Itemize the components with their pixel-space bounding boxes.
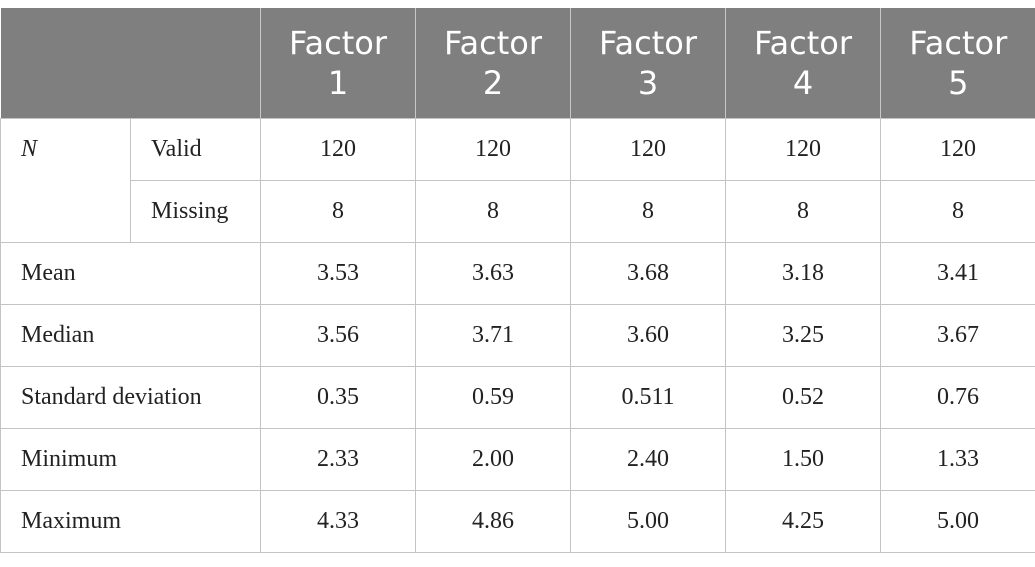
column-header: Factor 5: [880, 8, 1035, 119]
row: Maximum 4.33 4.86 5.00 4.25 5.00: [0, 490, 1035, 553]
cell: 2.33: [260, 428, 416, 491]
cell: 120: [570, 118, 726, 181]
row: N Valid 120 120 120 120 120: [0, 118, 1035, 243]
row: Minimum 2.33 2.00 2.40 1.50 1.33: [0, 428, 1035, 491]
cell: 3.68: [570, 242, 726, 305]
row: Mean 3.53 3.63 3.68 3.18 3.41: [0, 242, 1035, 305]
cell: 120: [260, 118, 416, 181]
cell: 1.33: [880, 428, 1035, 491]
cell: 120: [880, 118, 1035, 181]
column-header-text: Factor 4: [754, 24, 852, 102]
cell: 1.50: [725, 428, 881, 491]
column-header: Factor 4: [725, 8, 881, 119]
cell: 4.33: [260, 490, 416, 553]
cell: 3.53: [260, 242, 416, 305]
row-label: Missing: [130, 180, 261, 243]
table-header: Factor 1 Factor 2 Factor 3 Factor 4 Factor 5: [0, 8, 1035, 119]
cell: 0.52: [725, 366, 881, 429]
cell: 8: [880, 180, 1035, 243]
cell: 3.25: [725, 304, 881, 367]
cell: 4.86: [415, 490, 571, 553]
table-body: N Valid 120 120 120 120 120 Missing 8 8 8 8 8 Mean 3.5…: [0, 118, 1035, 553]
cell: 0.59: [415, 366, 571, 429]
cell: 3.67: [880, 304, 1035, 367]
row: Median 3.56 3.71 3.60 3.25 3.67: [0, 304, 1035, 367]
cell: 8: [570, 180, 726, 243]
cell: 3.41: [880, 242, 1035, 305]
row-label: Maximum: [0, 490, 261, 553]
cell: 0.511: [570, 366, 726, 429]
cell: 3.18: [725, 242, 881, 305]
row-label: Minimum: [0, 428, 261, 491]
cell: 3.60: [570, 304, 726, 367]
header-corner: [0, 8, 261, 119]
row-label: Mean: [0, 242, 261, 305]
cell: 120: [725, 118, 881, 181]
cell: 8: [260, 180, 416, 243]
row-label: Valid: [130, 118, 261, 181]
cell: 4.25: [725, 490, 881, 553]
cell: 3.56: [260, 304, 416, 367]
cell: 0.35: [260, 366, 416, 429]
cell: 5.00: [570, 490, 726, 553]
cell: 3.71: [415, 304, 571, 367]
cell: 5.00: [880, 490, 1035, 553]
cell: 2.00: [415, 428, 571, 491]
column-header-text: Factor 2: [444, 24, 542, 102]
column-header-text: Factor 1: [289, 24, 387, 102]
row: Missing 8 8 8 8 8: [1, 180, 1035, 243]
stats-table: Factor 1 Factor 2 Factor 3 Factor 4 Factor 5…: [0, 8, 1035, 553]
cell: 0.76: [880, 366, 1035, 429]
row-label: Median: [0, 304, 261, 367]
cell: 8: [415, 180, 571, 243]
row: Standard deviation 0.35 0.59 0.511 0.52 0.76: [0, 366, 1035, 429]
column-header: Factor 3: [570, 8, 726, 119]
group-label: N: [0, 118, 131, 243]
column-header: Factor 1: [260, 8, 416, 119]
column-header-text: Factor 5: [909, 24, 1008, 102]
cell: 2.40: [570, 428, 726, 491]
cell: 8: [725, 180, 881, 243]
cell: 120: [415, 118, 571, 181]
column-header: Factor 2: [415, 8, 571, 119]
row-label: Standard deviation: [0, 366, 261, 429]
column-header-text: Factor 3: [599, 24, 697, 102]
cell: 3.63: [415, 242, 571, 305]
